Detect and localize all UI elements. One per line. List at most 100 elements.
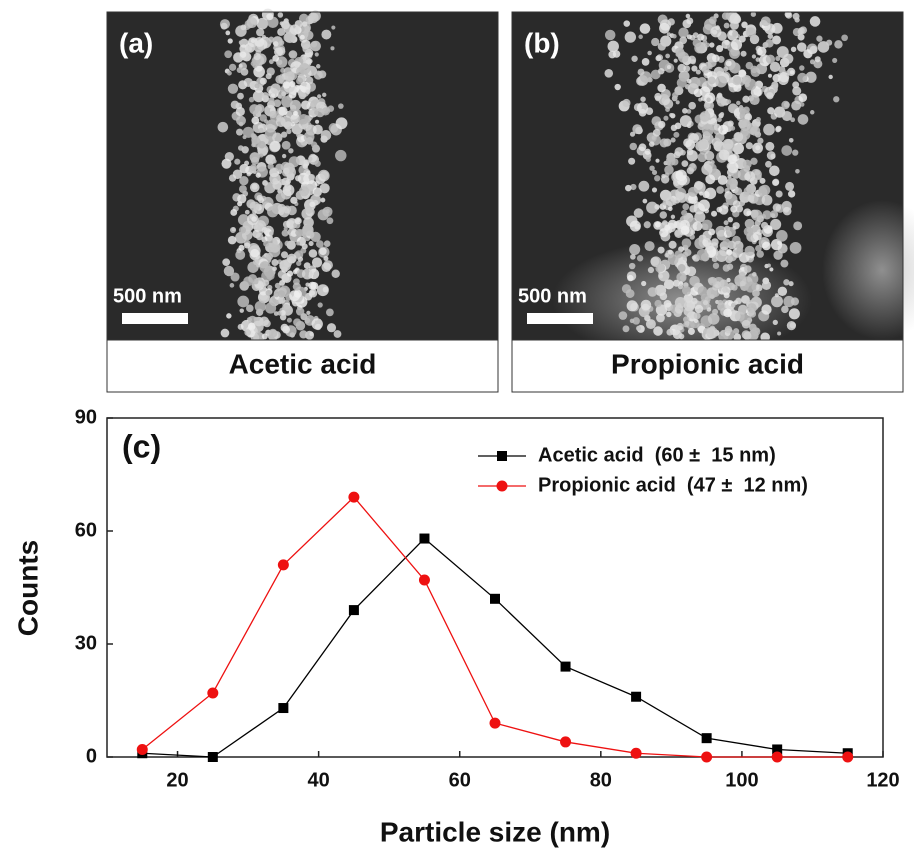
texture (254, 53, 261, 60)
texture (752, 143, 763, 154)
texture (744, 79, 756, 91)
texture (668, 250, 673, 255)
texture (281, 91, 286, 96)
texture (667, 65, 671, 69)
texture (677, 323, 684, 330)
texture (748, 310, 756, 318)
texture (276, 115, 283, 122)
texture (726, 178, 738, 190)
texture (694, 312, 701, 319)
texture (742, 320, 751, 329)
texture (289, 51, 296, 58)
caption: Propionic acid (611, 348, 804, 379)
texture (266, 253, 273, 260)
texture (833, 96, 839, 102)
texture (268, 97, 274, 103)
texture (278, 297, 285, 304)
texture (226, 313, 231, 318)
texture (268, 163, 274, 169)
texture (710, 26, 721, 37)
y-tick-label: 60 (75, 519, 97, 541)
texture (661, 174, 665, 178)
y-tick-label: 90 (75, 406, 97, 428)
texture (295, 217, 302, 224)
texture (257, 195, 263, 201)
texture (238, 245, 244, 251)
texture (266, 272, 274, 280)
texture (781, 306, 789, 314)
texture (675, 170, 686, 181)
texture (648, 287, 658, 297)
texture (335, 150, 346, 161)
texture (258, 141, 266, 149)
scale-label: 500 nm (518, 285, 587, 307)
texture (330, 46, 334, 50)
sem-panel: (a)500 nmAcetic acid (107, 9, 498, 392)
texture (695, 305, 703, 313)
texture (299, 186, 309, 196)
texture (269, 231, 273, 235)
texture (810, 110, 814, 114)
texture (696, 70, 701, 75)
texture (245, 210, 250, 215)
texture (788, 190, 795, 197)
texture (302, 269, 313, 280)
texture (278, 290, 285, 297)
texture (705, 174, 715, 184)
texture (775, 127, 781, 133)
texture (701, 96, 706, 101)
texture (268, 329, 277, 338)
texture (701, 164, 712, 175)
texture (735, 298, 742, 305)
texture (286, 129, 291, 134)
texture (613, 50, 621, 58)
texture (666, 197, 675, 206)
texture (698, 286, 708, 296)
texture (315, 52, 319, 56)
texture (240, 308, 244, 312)
texture (734, 187, 742, 195)
texture (767, 151, 776, 160)
texture (739, 107, 746, 114)
texture (752, 54, 756, 58)
texture (680, 115, 692, 127)
texture (704, 151, 714, 161)
texture (792, 81, 799, 88)
texture (752, 272, 757, 277)
texture (255, 301, 266, 312)
texture (614, 84, 620, 90)
texture (268, 36, 274, 42)
texture (229, 64, 236, 71)
texture (841, 34, 848, 41)
texture (682, 238, 692, 248)
texture (712, 54, 720, 62)
texture (708, 228, 715, 235)
texture (643, 199, 648, 204)
texture (769, 267, 773, 271)
texture (278, 209, 284, 215)
texture (282, 141, 291, 150)
texture (663, 116, 668, 121)
texture (228, 236, 237, 245)
texture (759, 186, 767, 194)
texture (287, 318, 292, 323)
texture (294, 290, 302, 298)
texture (744, 265, 751, 272)
texture (309, 202, 315, 208)
texture (682, 203, 689, 210)
texture (719, 149, 730, 160)
texture (790, 322, 796, 328)
texture (302, 21, 307, 26)
texture (772, 179, 779, 186)
texture (776, 190, 783, 197)
texture (642, 58, 650, 66)
texture (336, 117, 348, 129)
texture (660, 211, 667, 218)
texture (240, 51, 246, 57)
texture (766, 55, 775, 64)
x-tick-label: 100 (725, 769, 758, 791)
texture (230, 209, 237, 216)
texture (789, 138, 794, 143)
texture (309, 249, 317, 257)
texture (797, 73, 807, 83)
